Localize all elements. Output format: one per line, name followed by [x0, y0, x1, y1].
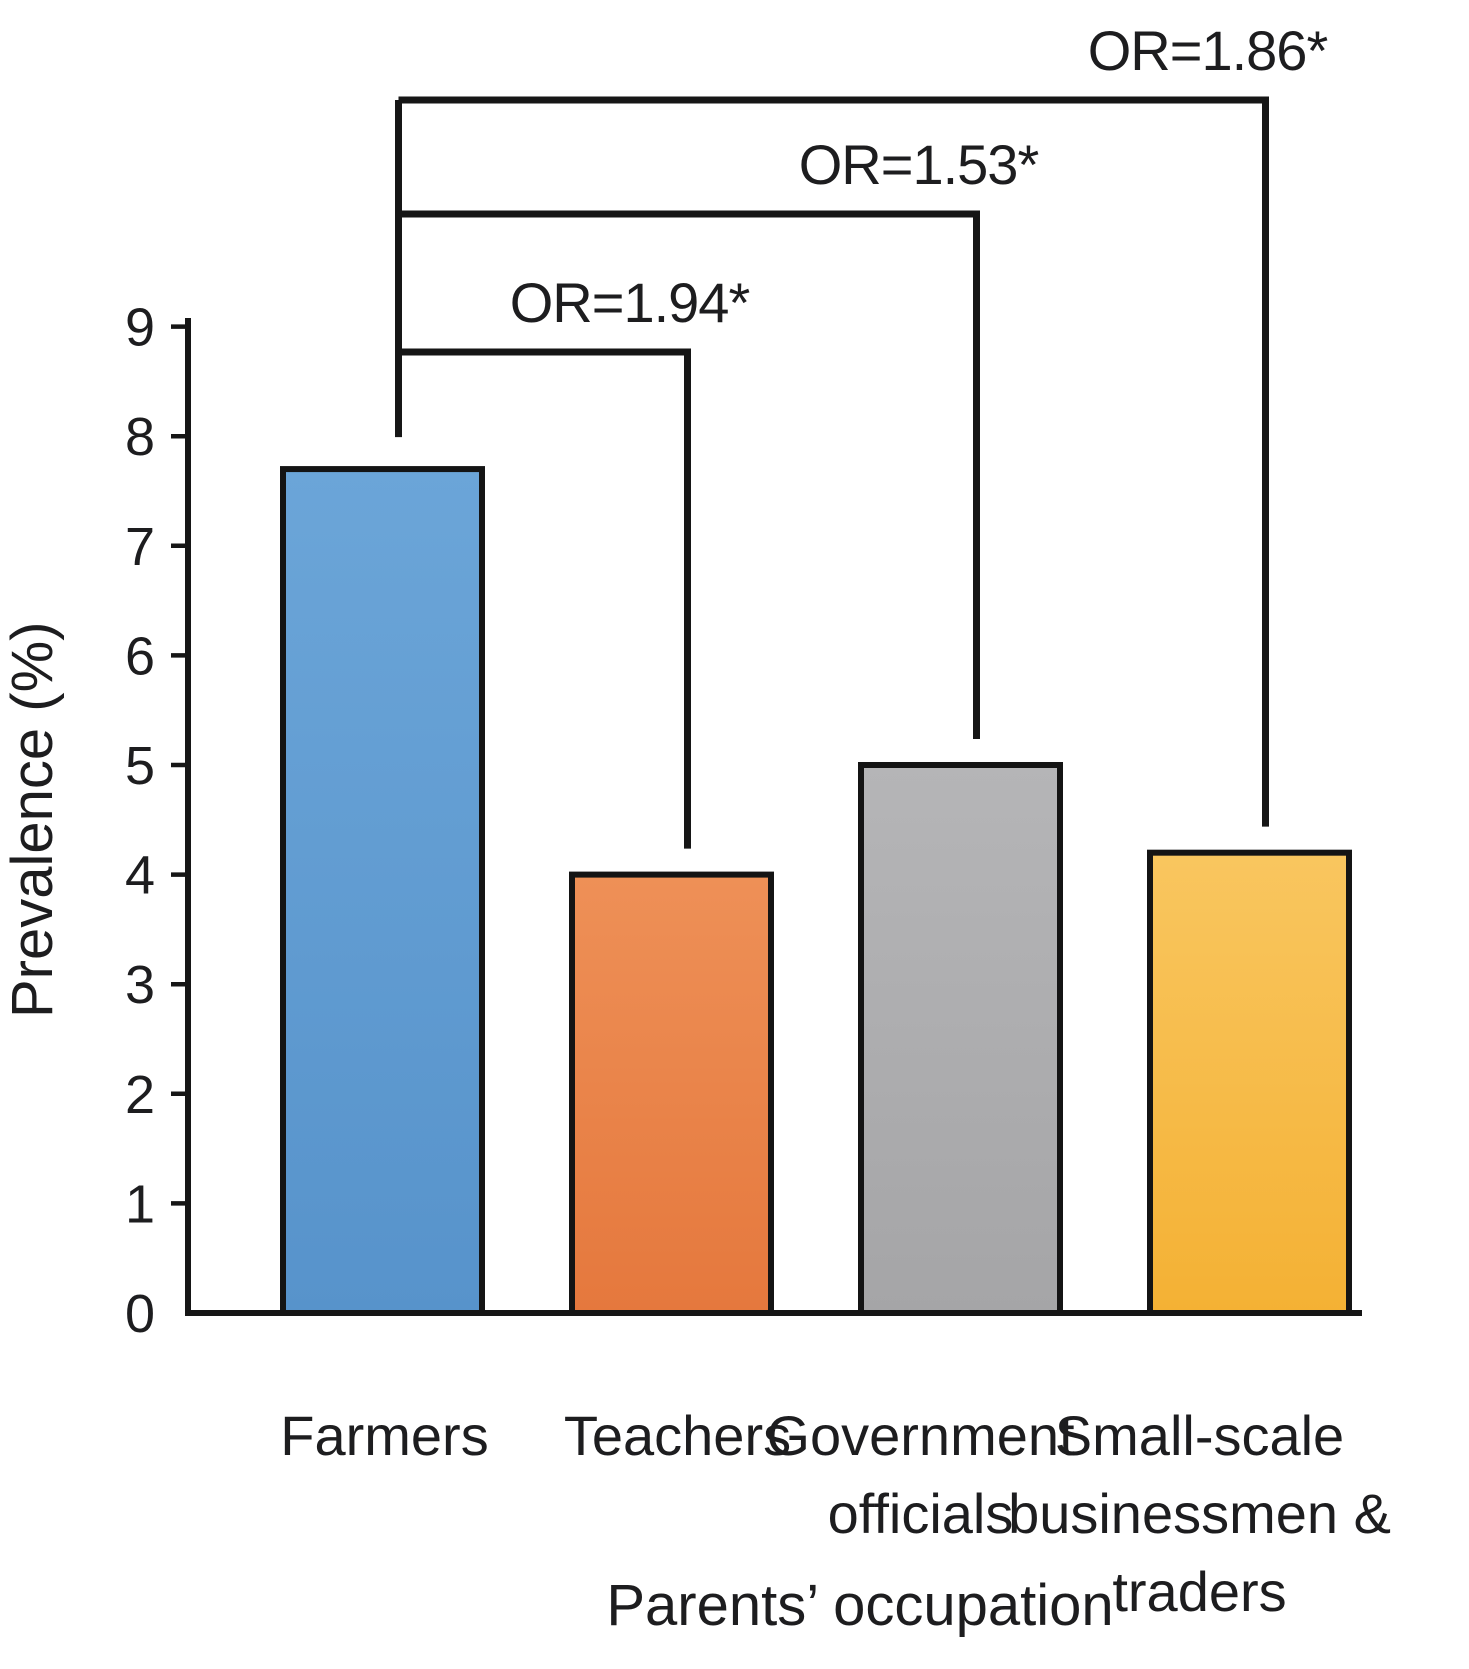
y-tick-label-0: 0	[125, 1284, 155, 1344]
or-label-teachers: OR=1.94*	[510, 271, 750, 334]
or-label-small-scale-businessmen-traders: OR=1.86*	[1088, 19, 1328, 82]
y-tick-label-8: 8	[125, 407, 155, 467]
category-label-small-scale-businessmen-traders: Small-scale businessmen & traders	[1008, 1404, 1391, 1623]
comparison-bracket-farmers-vs-small-scale-businessmen-traders	[398, 96, 1269, 827]
or-label-government-officials: OR=1.53*	[799, 133, 1039, 196]
y-tick-label-6: 6	[125, 626, 155, 686]
y-tick-label-1: 1	[125, 1174, 155, 1234]
y-tick-label-9: 9	[125, 298, 155, 358]
y-tick-label-4: 4	[125, 846, 155, 906]
comparison-bracket-farmers-vs-government-officials	[398, 210, 980, 739]
category-label-teachers: Teachers	[564, 1404, 791, 1467]
category-label-farmers: Farmers	[280, 1404, 488, 1467]
bar-government-officials	[858, 762, 1063, 1316]
bar-small-scale-businessmen-traders	[1147, 849, 1352, 1316]
y-axis-title: Prevalence (%)	[0, 622, 65, 1018]
bar-teachers	[569, 871, 774, 1316]
y-tick-label-2: 2	[125, 1065, 155, 1125]
comparison-bracket-farmers-vs-teachers	[398, 348, 691, 849]
y-tick-label-7: 7	[125, 517, 155, 577]
category-label-government-officials: Government officials	[766, 1404, 1075, 1545]
y-tick-label-5: 5	[125, 736, 155, 796]
y-tick-label-3: 3	[125, 955, 155, 1015]
bar-farmers	[280, 466, 485, 1316]
x-axis-title: Parents’ occupation	[606, 1573, 1113, 1638]
